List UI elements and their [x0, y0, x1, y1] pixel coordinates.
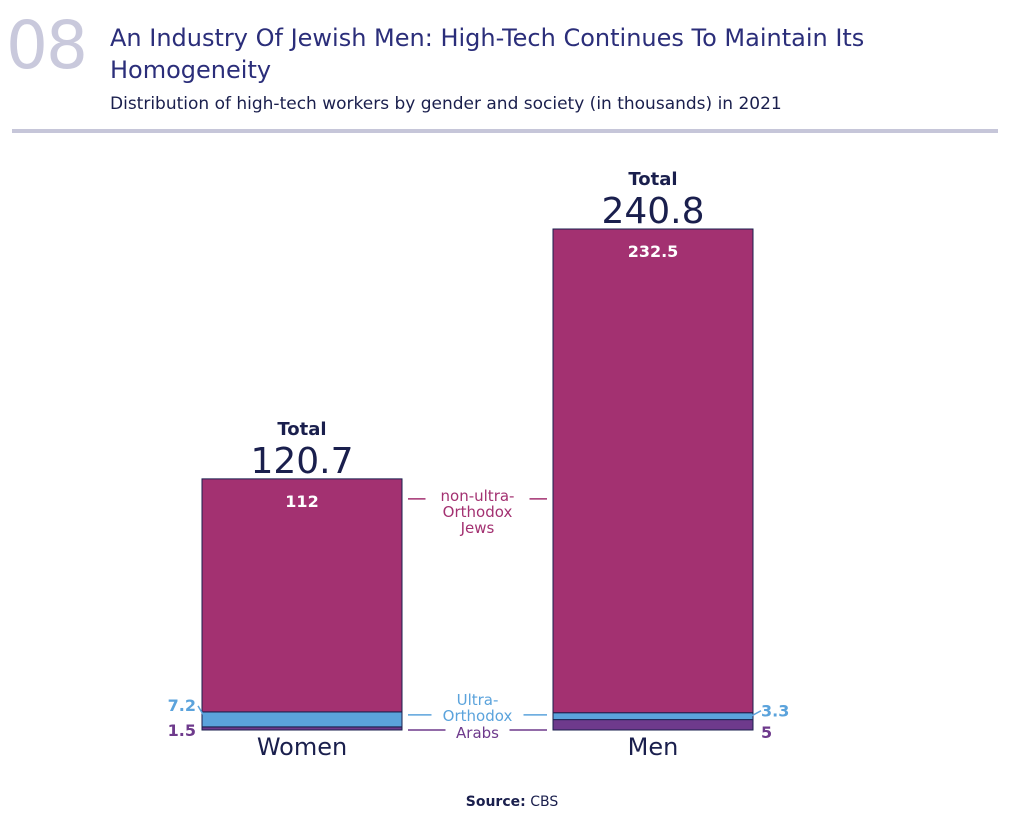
legend-label-arabs-line-1: Arabs	[456, 724, 499, 742]
bar-women-non-ultra-orthodox-jews	[201, 478, 403, 713]
header-divider	[12, 129, 998, 133]
value-label-women-non-ultra-orthodox-jews: 112	[285, 492, 318, 511]
category-label-men: Men	[628, 733, 679, 761]
value-label-women-arabs: 1.5	[168, 721, 196, 740]
value-label-men-ultra-orthodox: 3.3	[761, 702, 789, 721]
source-value: CBS	[530, 794, 559, 810]
source-label: Source:	[465, 794, 526, 810]
bar-men-non-ultra-orthodox-jews	[552, 228, 754, 714]
chart-subtitle: Distribution of high-tech workers by gen…	[110, 94, 782, 114]
source-note: Source: CBS	[0, 794, 1024, 810]
total-value-men: 240.8	[601, 191, 704, 232]
leader-line-women-ultra-orthodox	[197, 705, 207, 720]
value-label-men-arabs: 5	[761, 723, 772, 742]
legend-label-non-ultra-orthodox-jews-line-3: Jews	[460, 519, 495, 537]
bar-women-ultra-orthodox	[201, 711, 403, 728]
total-caption-women: Total	[277, 419, 326, 440]
chart-number: 08	[6, 7, 88, 84]
legend-label-ultra-orthodox-line-2: Orthodox	[443, 707, 513, 725]
legend-label-ultra-orthodox-line-1: Ultra-	[457, 691, 499, 709]
total-caption-men: Total	[628, 169, 677, 190]
category-label-women: Women	[257, 733, 347, 761]
chart-header: 08 An Industry Of Jewish Men: High-Tech …	[0, 0, 1024, 140]
value-label-women-ultra-orthodox: 7.2	[168, 696, 196, 715]
bar-men-ultra-orthodox	[552, 712, 754, 721]
leader-line-men-ultra-orthodox	[750, 710, 762, 717]
total-value-women: 120.7	[250, 441, 353, 482]
bar-men-arabs	[552, 719, 754, 731]
legend-label-non-ultra-orthodox-jews-line-2: Orthodox	[443, 503, 513, 521]
chart-title: An Industry Of Jewish Men: High-Tech Con…	[110, 24, 865, 84]
legend-label-non-ultra-orthodox-jews-line-1: non-ultra-	[441, 487, 515, 505]
value-label-men-non-ultra-orthodox-jews: 232.5	[628, 242, 679, 261]
